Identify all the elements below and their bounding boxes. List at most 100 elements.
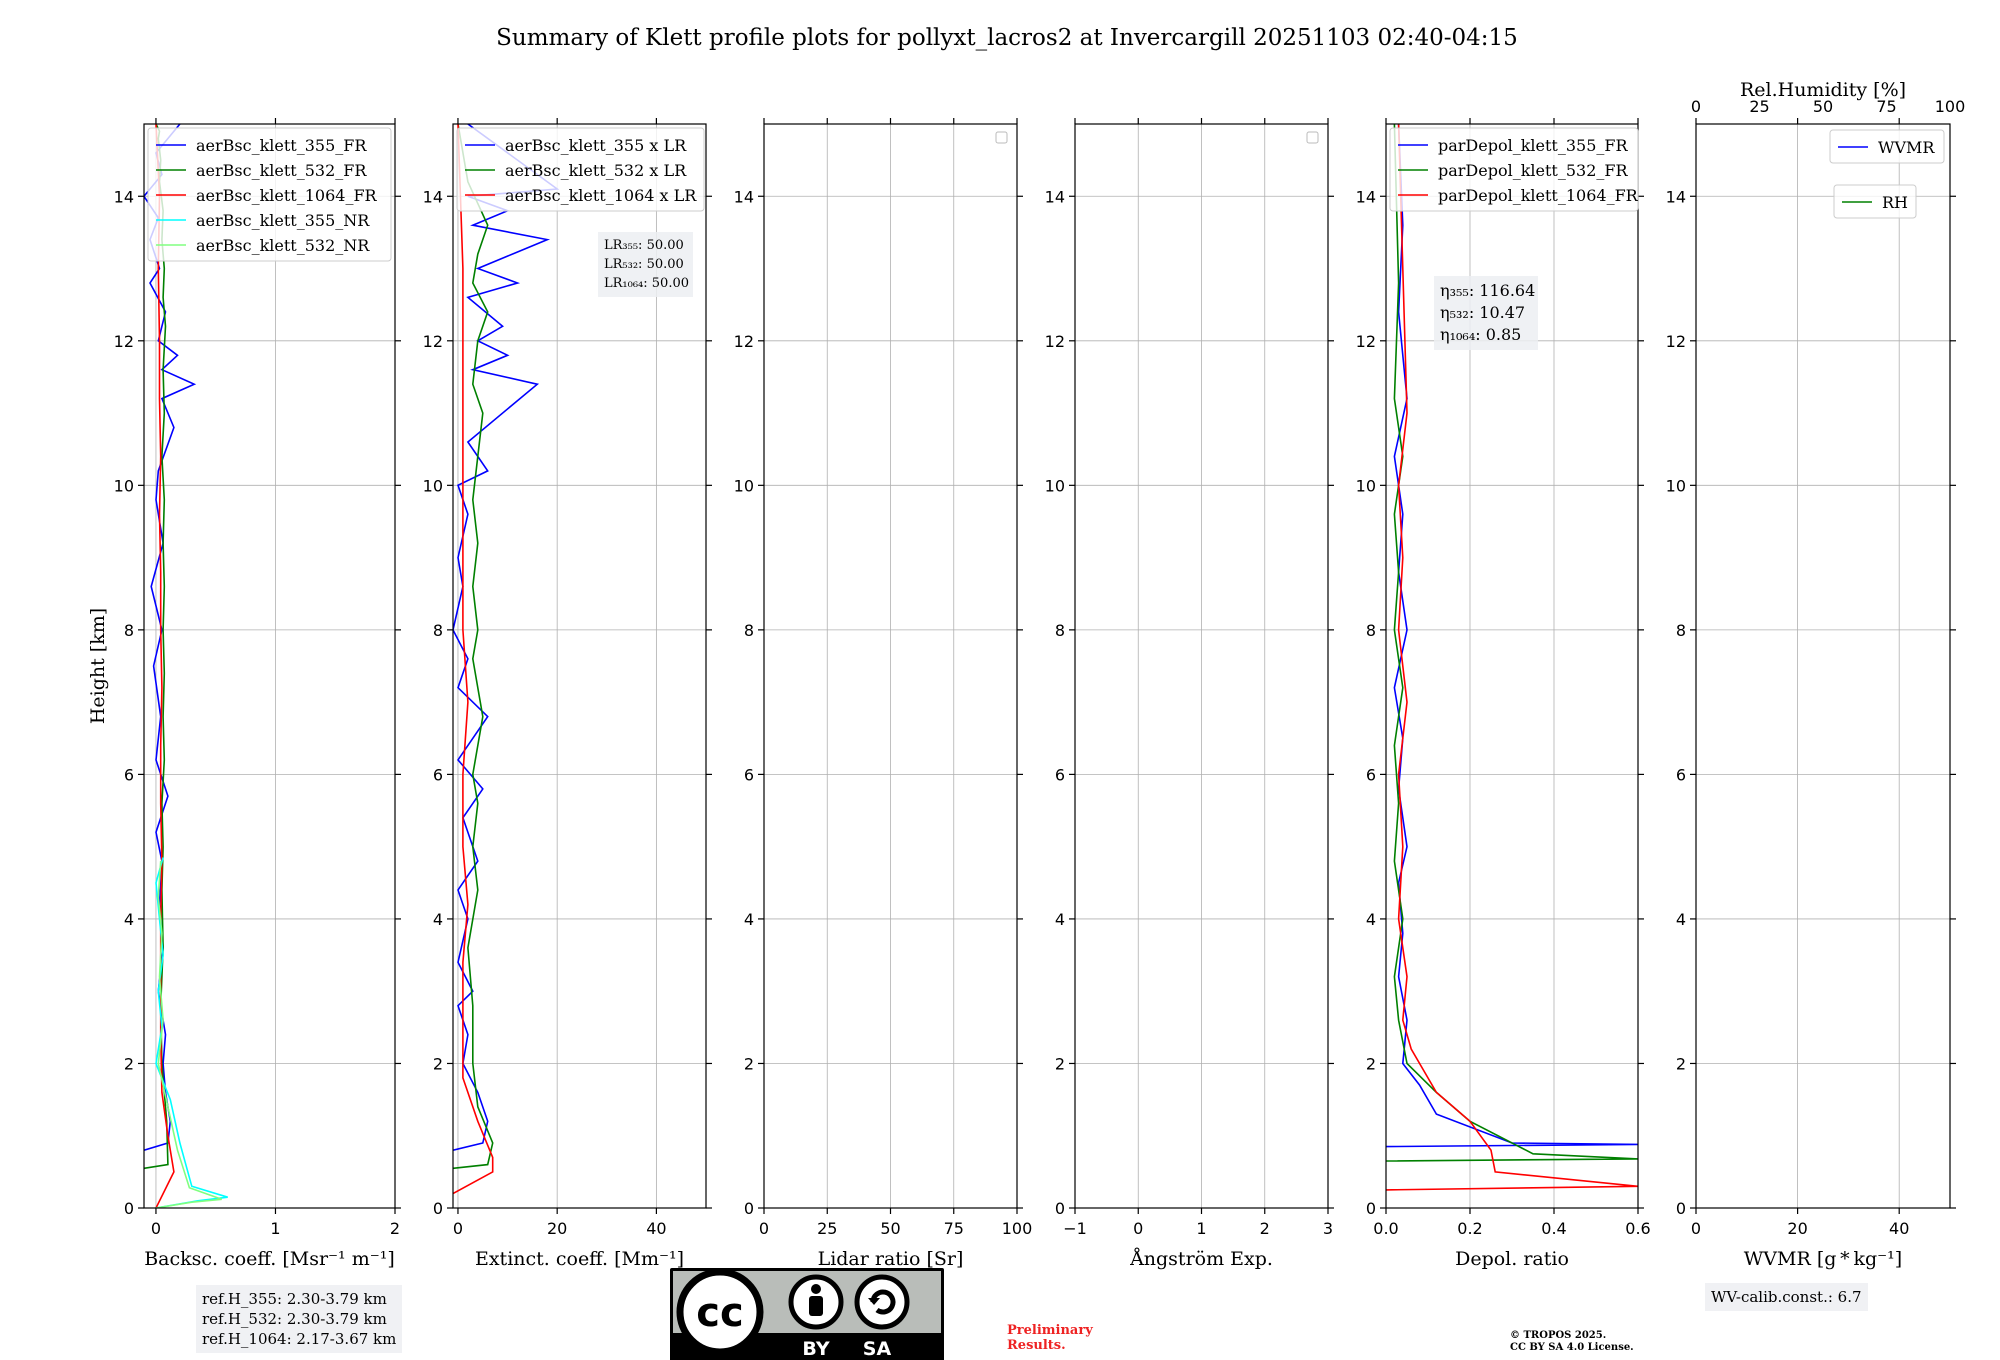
figure-title: Summary of Klett profile plots for polly… xyxy=(496,25,1518,51)
x-tick-label: 0 xyxy=(1133,1219,1143,1238)
y-tick-label: 4 xyxy=(124,910,134,929)
ref-height-1064: ref.H_1064: 2.17-3.67 km xyxy=(202,1330,397,1348)
copyright-line: © TROPOS 2025. xyxy=(1510,1330,1607,1341)
annotation-line: LR₅₃₂: 50.00 xyxy=(604,257,684,272)
legend: WVMR xyxy=(1829,129,1945,164)
x-tick-label: 0 xyxy=(151,1219,161,1238)
plot-frame xyxy=(1385,123,1639,1209)
x-tick-label: 3 xyxy=(1323,1219,1333,1238)
cc-by-sa-badge: cc BY SA xyxy=(670,1268,944,1360)
series-line-aerBsc_klett_355_NR xyxy=(155,857,228,1208)
y-tick-label: 4 xyxy=(1366,910,1376,929)
y-tick-label: 10 xyxy=(1045,476,1065,495)
y-tick-label: 6 xyxy=(1676,765,1686,784)
y-tick-label: 14 xyxy=(423,187,443,206)
x-tick-label: 2 xyxy=(390,1219,400,1238)
panel-dep: 0.0 0.2 0.4 0.6 0 2 4 6 8 10 12 14 Depol. ratio parDe… xyxy=(1356,118,1651,1270)
top-x-axis-label: Rel.Humidity [%] xyxy=(1740,79,1906,101)
x-axis-label: Ångström Exp. xyxy=(1129,1248,1273,1270)
y-tick-label: 14 xyxy=(114,187,134,206)
empty-legend-icon xyxy=(1306,131,1319,144)
x-tick-label: 0.0 xyxy=(1373,1219,1398,1238)
y-tick-label: 10 xyxy=(114,476,134,495)
top-x-tick-label: 0 xyxy=(1691,97,1701,116)
y-tick-label: 12 xyxy=(1666,332,1686,351)
preliminary-results-note: Preliminary Results. xyxy=(1007,1323,1093,1353)
top-x-tick-label: 50 xyxy=(1813,97,1833,116)
x-axis-label: Depol. ratio xyxy=(1455,1248,1569,1270)
series-line-aerBsc_klett_532_NR xyxy=(155,861,222,1208)
x-tick-label: 20 xyxy=(547,1219,567,1238)
legend: parDepol_klett_355_FR parDepol_klett_532_… xyxy=(1389,127,1639,212)
legend-frame xyxy=(1389,127,1639,212)
y-tick-label: 8 xyxy=(124,621,134,640)
x-axis-label: Lidar ratio [Sr] xyxy=(818,1248,964,1270)
annotation-line: η₁₀₆₄: 0.85 xyxy=(1440,325,1521,344)
x-tick-label: −1 xyxy=(1063,1219,1087,1238)
x-axis-label: Backsc. coeff. [Msr⁻¹ m⁻¹] xyxy=(144,1248,395,1270)
legend-frame xyxy=(1829,129,1945,164)
cc-by-label: BY xyxy=(802,1338,829,1360)
x-tick-label: 0.4 xyxy=(1541,1219,1566,1238)
panel-ext: 0 20 40 0 2 4 6 8 10 12 14 Extinct. coeff. [Mm⁻¹] ae… xyxy=(423,118,712,1270)
annotation-line: η₅₃₂: 10.47 xyxy=(1440,303,1525,322)
legend: aerBsc_klett_355_FR aerBsc_klett_532_FRae… xyxy=(147,127,392,262)
x-tick-label: 40 xyxy=(646,1219,666,1238)
x-tick-label: 0 xyxy=(1691,1219,1701,1238)
legend-entry: WVMR xyxy=(1878,138,1935,157)
y-tick-label: 12 xyxy=(734,332,754,351)
legend-frame xyxy=(456,127,705,212)
y-tick-label: 6 xyxy=(124,765,134,784)
annotation-box xyxy=(1434,276,1538,350)
wv-calibration-constant: WV-calib.const.: 6.7 xyxy=(1711,1288,1862,1306)
legend-entry: aerBsc_klett_532_NR xyxy=(196,236,370,255)
legend-entry: RH xyxy=(1882,193,1908,212)
reference-height-box: ref.H_355: 2.30-3.79 km ref.H_532: 2.30-… xyxy=(196,1285,403,1353)
y-tick-label: 2 xyxy=(1055,1054,1065,1073)
panel-wv: 0 20 40 0 2 4 6 8 10 12 14 WVMR [g * kg⁻¹] 0 25 50 75 10… xyxy=(1666,79,1966,1270)
y-tick-label: 10 xyxy=(734,476,754,495)
y-tick-label: 0 xyxy=(433,1199,443,1218)
legend-entry: parDepol_klett_1064_FR xyxy=(1438,186,1639,205)
empty-legend-icon xyxy=(995,131,1008,144)
x-tick-label: 75 xyxy=(944,1219,964,1238)
y-tick-label: 8 xyxy=(1366,621,1376,640)
y-axis-label: Height [km] xyxy=(87,608,109,724)
cc-sa-label: SA xyxy=(863,1338,892,1360)
y-tick-label: 6 xyxy=(433,765,443,784)
x-tick-label: 100 xyxy=(1002,1219,1033,1238)
annotation-line: LR₃₅₅: 50.00 xyxy=(604,238,684,253)
y-tick-label: 8 xyxy=(1055,621,1065,640)
y-tick-label: 6 xyxy=(1366,765,1376,784)
top-x-tick-label: 100 xyxy=(1935,97,1966,116)
y-tick-label: 10 xyxy=(423,476,443,495)
x-tick-label: 0.2 xyxy=(1457,1219,1482,1238)
x-tick-label: 1 xyxy=(1196,1219,1206,1238)
plot-frame xyxy=(143,123,396,1209)
wv-calibration-box: WV-calib.const.: 6.7 xyxy=(1705,1283,1868,1311)
legend-entry: aerBsc_klett_355_NR xyxy=(196,211,370,230)
y-tick-label: 14 xyxy=(1356,187,1376,206)
series-line-parDepol_klett_1064_FR xyxy=(1386,124,1638,1191)
series-line-aerBsc_klett_1064 x LR xyxy=(453,124,494,1195)
y-tick-label: 4 xyxy=(744,910,754,929)
y-tick-label: 0 xyxy=(1366,1199,1376,1218)
y-tick-label: 12 xyxy=(423,332,443,351)
y-tick-label: 10 xyxy=(1666,476,1686,495)
plot-frame xyxy=(1695,123,1951,1209)
legend-frame xyxy=(147,127,392,262)
x-tick-label: 1 xyxy=(270,1219,280,1238)
y-tick-label: 4 xyxy=(1055,910,1065,929)
y-tick-label: 12 xyxy=(1356,332,1376,351)
y-tick-label: 4 xyxy=(433,910,443,929)
y-tick-label: 12 xyxy=(114,332,134,351)
y-tick-label: 4 xyxy=(1676,910,1686,929)
y-tick-label: 14 xyxy=(1045,187,1065,206)
y-tick-label: 2 xyxy=(744,1054,754,1073)
legend-frame xyxy=(1833,184,1917,219)
y-tick-label: 14 xyxy=(1666,187,1686,206)
x-tick-label: 25 xyxy=(817,1219,837,1238)
series-line-aerBsc_klett_355_FR xyxy=(144,124,197,1151)
cc-badge-text: cc xyxy=(696,1290,743,1336)
